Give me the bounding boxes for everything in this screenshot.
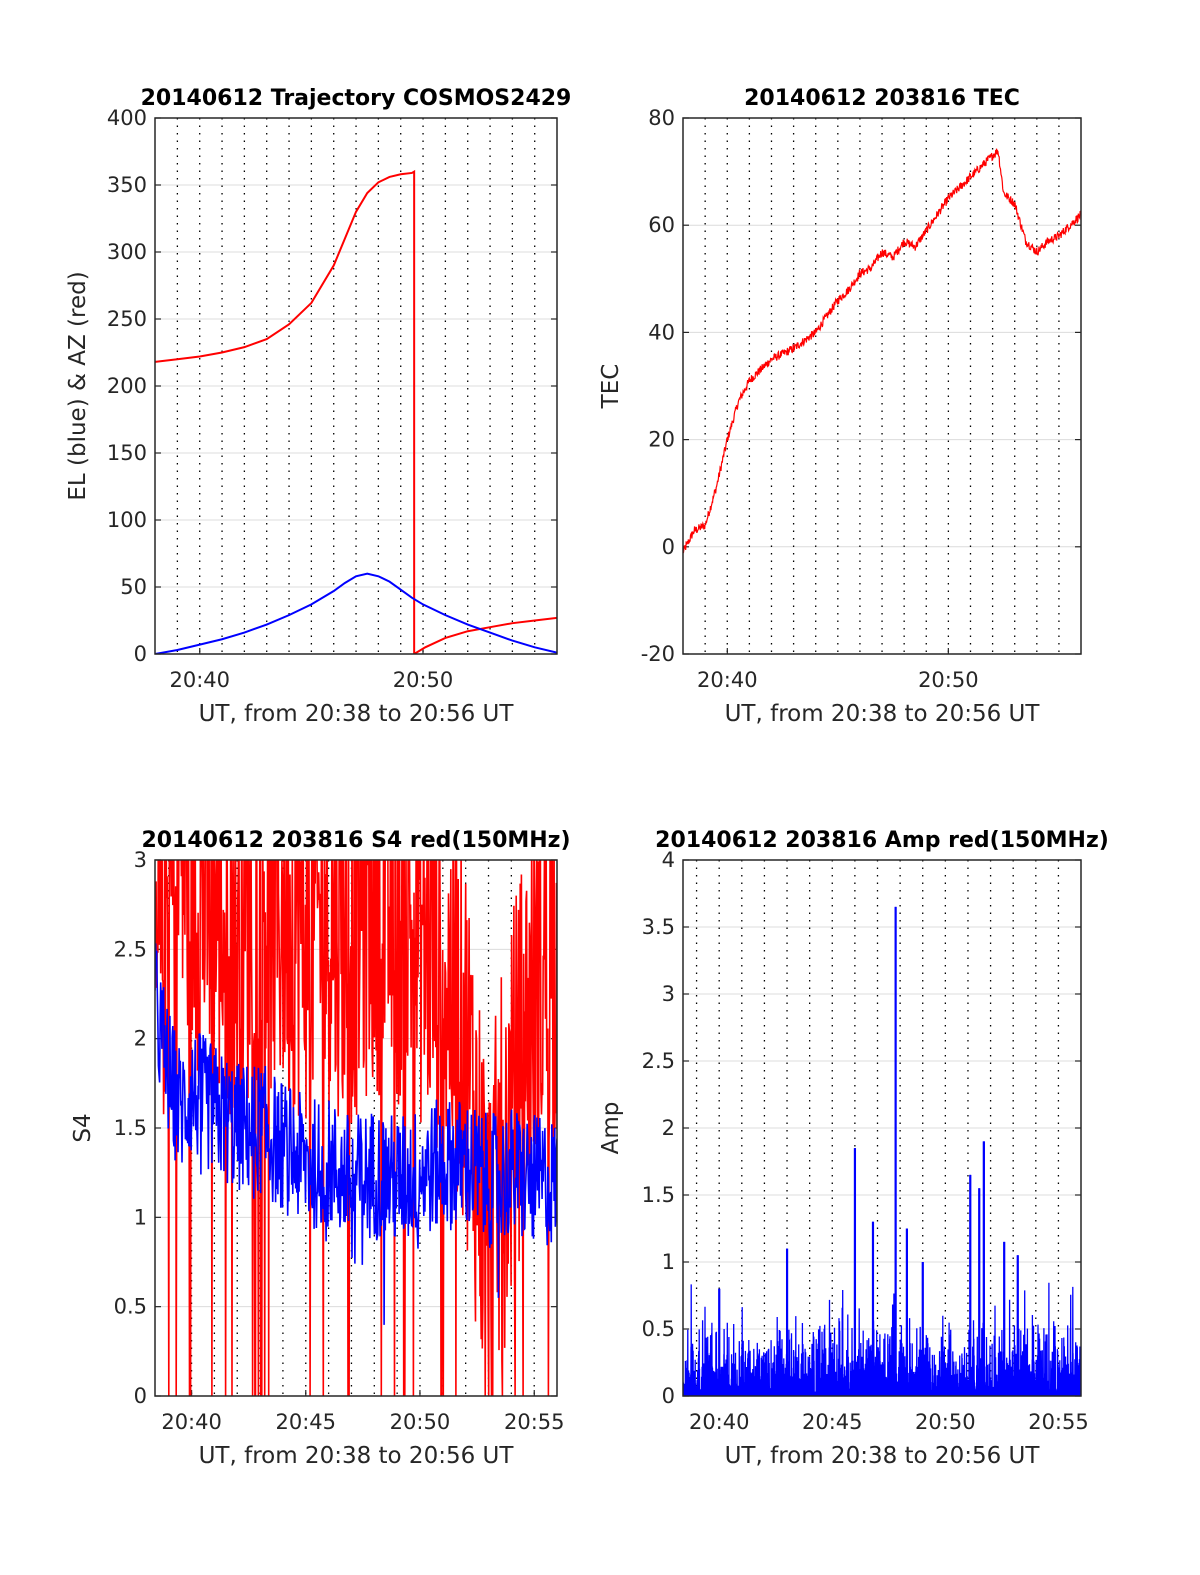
y-tick-label: 1.5 (642, 1183, 675, 1207)
series-group (683, 148, 1081, 554)
y-tick-label: 3.5 (642, 915, 675, 939)
trajectory-panel: 0 50 100 150 200 250 300 350 400 20:40 20:50 201406… (65, 86, 571, 727)
series-group (155, 860, 557, 1396)
chart-title: 20140612 Trajectory COSMOS2429 (141, 86, 572, 111)
x-tick-label: 20:45 (276, 1410, 337, 1434)
x-axis-label: UT, from 20:38 to 20:56 UT (725, 701, 1041, 727)
y-tick-label: 0 (662, 535, 675, 559)
tec-panel: -20 0 20 40 60 80 20:40 20:50 20140612 203816 TE… (598, 86, 1082, 727)
y-tick-label: 40 (648, 320, 675, 344)
y-tick-label: 0 (134, 642, 147, 666)
x-tick-label: 20:50 (393, 668, 454, 692)
x-tick-label: 20:50 (918, 668, 979, 692)
y-tick-label: 80 (648, 106, 675, 130)
x-tick-label: 20:40 (161, 1410, 222, 1434)
s4-panel: 0 0.5 1 1.5 2 2.5 3 20:40 20:45 20:50 20:55 2014061… (70, 828, 571, 1469)
y-axis-label: TEC (598, 364, 624, 410)
y-axis-label: EL (blue) & AZ (red) (65, 271, 91, 500)
y-tick-label: 60 (648, 213, 675, 237)
y-tick-label: 1.5 (114, 1116, 147, 1140)
chart-title: 20140612 203816 TEC (744, 86, 1020, 111)
x-axis-label: UT, from 20:38 to 20:56 UT (199, 1443, 515, 1469)
series-line (155, 860, 557, 1396)
axes-frame (682, 117, 1082, 655)
y-axis-label: Amp (598, 1102, 624, 1155)
y-tick-label: 300 (107, 240, 147, 264)
y-tick-label: 2 (662, 1116, 675, 1140)
x-tick-label: 20:55 (1028, 1410, 1089, 1434)
y-tick-label: 100 (107, 508, 147, 532)
y-tick-label: 1 (662, 1250, 675, 1274)
y-tick-label: 250 (107, 307, 147, 331)
x-tick-label: 20:40 (169, 668, 230, 692)
amp-panel: 0 0.5 1 1.5 2 2.5 3 3.5 4 20:40 20:45 20:50 20:55 201… (598, 828, 1109, 1469)
series-line (155, 169, 557, 654)
y-tick-label: 150 (107, 441, 147, 465)
axes-frame (682, 859, 1082, 1397)
y-tick-label: 2.5 (642, 1049, 675, 1073)
y-tick-label: -20 (641, 642, 675, 666)
x-tick-label: 20:40 (697, 668, 758, 692)
series-group (683, 906, 1081, 1396)
x-tick-label: 20:50 (390, 1410, 451, 1434)
y-tick-label: 3 (134, 848, 147, 872)
y-tick-label: 0.5 (642, 1317, 675, 1341)
y-tick-label: 3 (662, 982, 675, 1006)
y-tick-label: 0.5 (114, 1295, 147, 1319)
series-line (155, 572, 557, 654)
y-tick-label: 20 (648, 428, 675, 452)
y-tick-label: 200 (107, 374, 147, 398)
series-group (155, 169, 557, 654)
y-tick-label: 2 (134, 1027, 147, 1051)
axes-frame (154, 117, 558, 655)
x-tick-label: 20:50 (915, 1410, 976, 1434)
x-tick-label: 20:40 (689, 1410, 750, 1434)
y-tick-label: 0 (134, 1384, 147, 1408)
y-tick-label: 350 (107, 173, 147, 197)
y-tick-label: 400 (107, 106, 147, 130)
y-tick-label: 50 (120, 575, 147, 599)
y-tick-label: 1 (134, 1205, 147, 1229)
y-axis-label: S4 (70, 1113, 96, 1142)
chart-title: 20140612 203816 Amp red(150MHz) (655, 828, 1109, 853)
x-tick-label: 20:45 (802, 1410, 863, 1434)
x-tick-label: 20:55 (504, 1410, 565, 1434)
chart-title: 20140612 203816 S4 red(150MHz) (141, 828, 570, 853)
x-axis-label: UT, from 20:38 to 20:56 UT (199, 701, 515, 727)
series-line (155, 943, 557, 1325)
y-tick-label: 2.5 (114, 937, 147, 961)
x-axis-label: UT, from 20:38 to 20:56 UT (725, 1443, 1041, 1469)
series-line (683, 148, 1081, 554)
y-tick-label: 0 (662, 1384, 675, 1408)
y-tick-label: 4 (662, 848, 675, 872)
axes-frame (154, 859, 558, 1397)
